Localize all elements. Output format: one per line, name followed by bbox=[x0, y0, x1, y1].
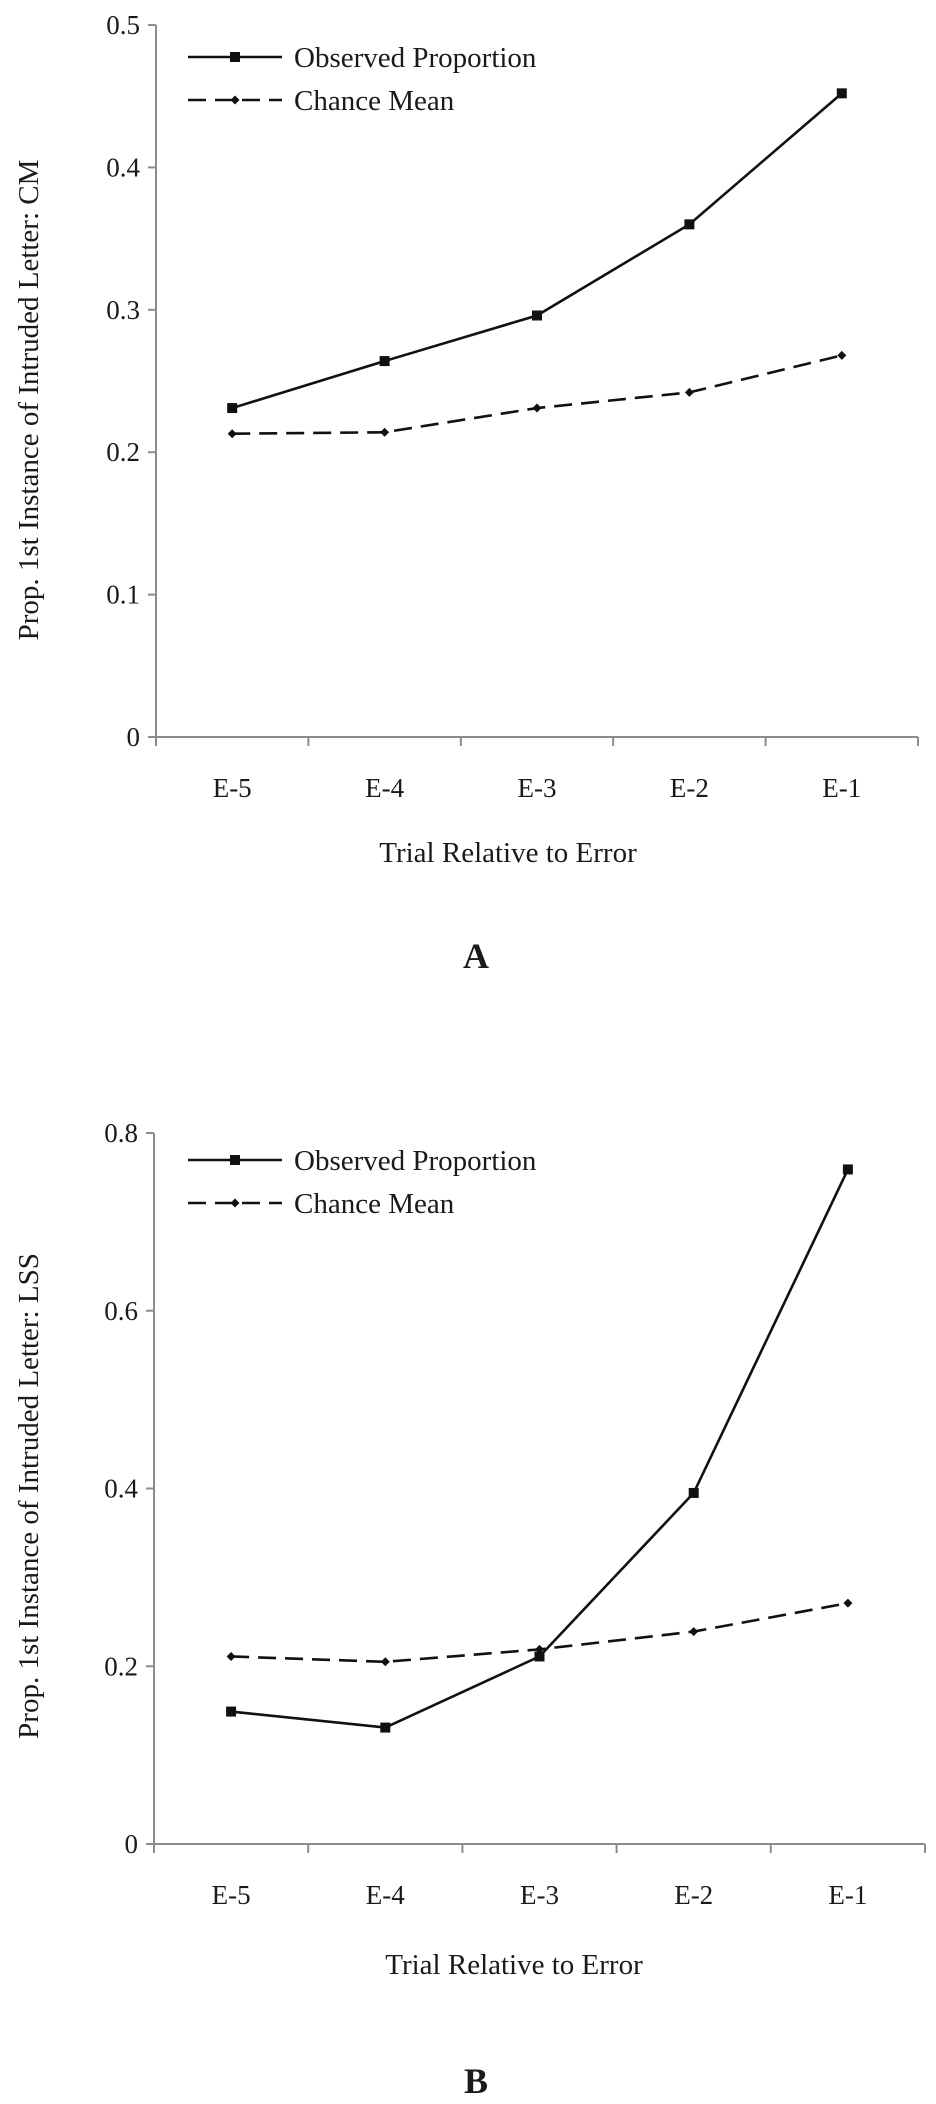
y-tick-label: 0.5 bbox=[106, 10, 140, 40]
y-tick-label: 0.1 bbox=[106, 580, 140, 610]
chance-point bbox=[380, 427, 390, 437]
chance-point bbox=[689, 1627, 699, 1637]
observed-point bbox=[534, 1651, 545, 1662]
chance-point bbox=[535, 1644, 544, 1654]
y-tick-label: 0.2 bbox=[106, 437, 140, 467]
x-tick-label: E-1 bbox=[822, 773, 861, 803]
legend-marker bbox=[230, 1155, 240, 1165]
x-tick-label: E-5 bbox=[213, 773, 252, 803]
observed-point bbox=[688, 1487, 699, 1498]
chance-point bbox=[843, 1598, 853, 1608]
observed-point bbox=[227, 403, 238, 414]
panel-label-a: A bbox=[463, 936, 489, 976]
chance-point bbox=[226, 1651, 236, 1661]
x-axis-label-a: Trial Relative to Error bbox=[379, 837, 637, 869]
legend-marker bbox=[230, 52, 240, 62]
x-axis-label-b: Trial Relative to Error bbox=[385, 1949, 643, 1981]
x-tick-label: E-5 bbox=[212, 1880, 251, 1910]
observed-point bbox=[379, 356, 390, 367]
chance-point bbox=[532, 403, 542, 413]
y-axis-label-a: Prop. 1st Instance of Intruded Letter: C… bbox=[13, 160, 45, 641]
x-tick-label: E-4 bbox=[365, 773, 404, 803]
chart-panel-a: Prop. 1st Instance of Intruded Letter: C… bbox=[13, 10, 919, 976]
legend-marker bbox=[230, 1198, 240, 1208]
x-tick-label: E-1 bbox=[828, 1880, 867, 1910]
x-tick-label: E-2 bbox=[674, 1880, 713, 1910]
series-line-chance bbox=[232, 354, 843, 435]
y-tick-label: 0.2 bbox=[104, 1651, 138, 1681]
observed-point bbox=[836, 88, 847, 99]
observed-point bbox=[684, 219, 695, 230]
chance-point bbox=[684, 387, 694, 397]
x-tick-label: E-2 bbox=[670, 773, 709, 803]
y-tick-label: 0.3 bbox=[106, 295, 140, 325]
x-tick-label: E-3 bbox=[520, 1880, 559, 1910]
y-tick-label: 0.4 bbox=[104, 1474, 138, 1504]
legend-label: Observed Proportion bbox=[294, 1145, 537, 1177]
y-tick-label: 0.6 bbox=[104, 1296, 138, 1326]
observed-point bbox=[532, 310, 542, 321]
observed-point bbox=[226, 1706, 237, 1717]
chance-point bbox=[227, 429, 237, 439]
y-tick-label: 0 bbox=[127, 722, 141, 752]
y-tick-label: 0 bbox=[125, 1829, 139, 1859]
chart-panel-b: Prop. 1st Instance of Intruded Letter: L… bbox=[13, 1118, 926, 2101]
panel-label-b: B bbox=[464, 2061, 488, 2101]
series-line-observed bbox=[230, 1168, 850, 1729]
legend-label: Observed Proportion bbox=[294, 42, 537, 74]
chance-point bbox=[380, 1657, 390, 1667]
legend-marker bbox=[230, 95, 240, 105]
chance-point bbox=[837, 350, 847, 360]
y-tick-label: 0.4 bbox=[106, 152, 140, 182]
y-axis-label-b: Prop. 1st Instance of Intruded Letter: L… bbox=[13, 1253, 45, 1739]
y-tick-label: 0.8 bbox=[104, 1118, 138, 1148]
legend-label: Chance Mean bbox=[294, 1188, 455, 1220]
series-line-observed bbox=[231, 92, 843, 410]
x-tick-label: E-4 bbox=[366, 1880, 405, 1910]
x-tick-label: E-3 bbox=[518, 773, 557, 803]
observed-point bbox=[380, 1722, 391, 1733]
observed-point bbox=[842, 1164, 853, 1175]
legend-label: Chance Mean bbox=[294, 85, 455, 117]
